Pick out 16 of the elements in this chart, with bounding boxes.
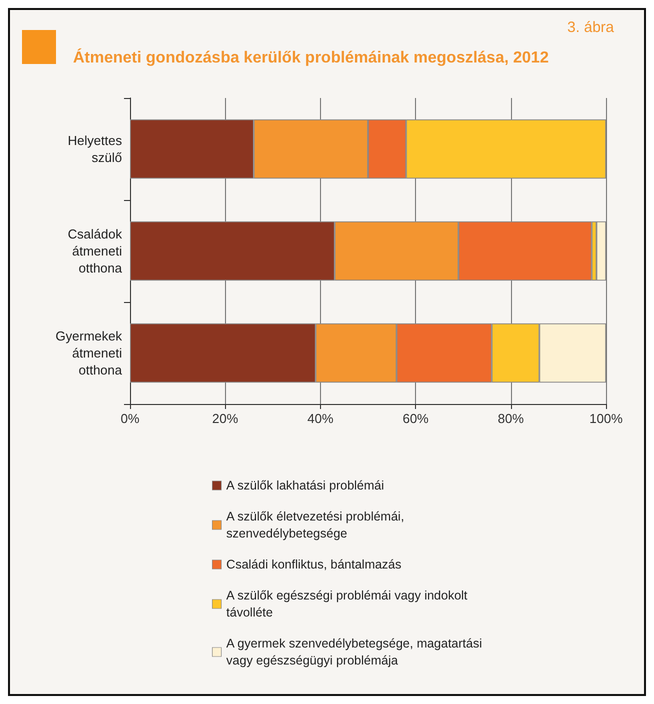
legend-label: A gyermek szenvedélybetegsége, magatartási vagy egészségügyi problémája — [226, 636, 482, 668]
chart-title: Átmeneti gondozásba kerülők problémáinak megoszlása, 2012 — [73, 48, 549, 66]
y-tick-label: Gyermekek átmeneti otthona — [56, 328, 123, 378]
x-tick-label: 40% — [307, 411, 334, 426]
legend-label: A szülők lakhatási problémái — [226, 478, 384, 492]
x-tick-label: 20% — [212, 411, 239, 426]
x-tick-label: 0% — [120, 411, 140, 426]
y-tick-label: Családok átmeneti otthona — [68, 226, 123, 276]
legend-label: A szülők életvezetési problémái, szenvedélybetegsége — [226, 510, 404, 540]
y-tick-label: Helyettes szülő — [68, 133, 122, 165]
legend-label: A szülők egészségi problémái vagy indokolt távolléte — [226, 588, 468, 620]
legend-label: Családi konfliktus, bántalmazás — [226, 558, 402, 572]
text: 3. ábra — [567, 19, 615, 36]
x-tick-label: 60% — [402, 411, 430, 426]
x-tick-label: 100% — [589, 411, 624, 426]
x-tick-label: 80% — [498, 411, 524, 426]
